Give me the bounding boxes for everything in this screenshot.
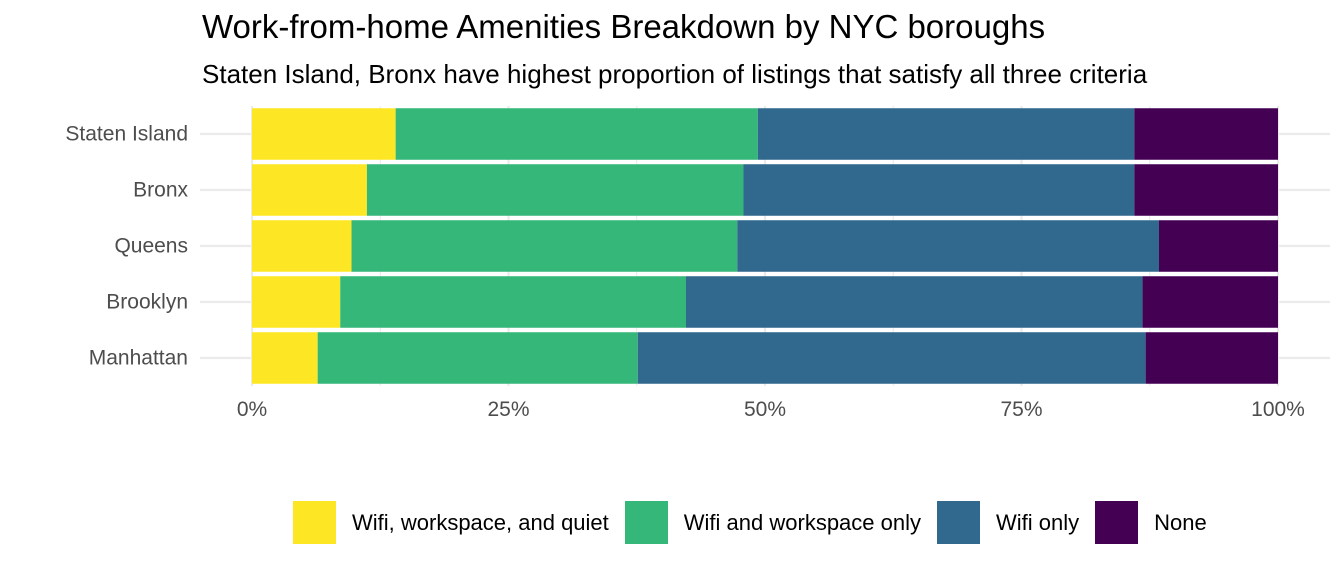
legend-item-none: None xyxy=(1095,501,1207,544)
x-tick-label: 25% xyxy=(487,398,529,421)
bar-segment xyxy=(637,332,1146,384)
legend-item-wifi-only: Wifi only xyxy=(937,501,1079,544)
y-tick-label: Queens xyxy=(114,235,188,258)
bar-segment xyxy=(737,220,1159,272)
bar-segment xyxy=(317,332,638,384)
bar-segment xyxy=(1158,220,1278,272)
y-tick-label: Manhattan xyxy=(89,347,188,370)
legend-label: Wifi and workspace only xyxy=(683,509,921,535)
legend-label: Wifi only xyxy=(996,509,1080,535)
x-tick-label: 75% xyxy=(1000,398,1042,421)
x-tick-label: 0% xyxy=(237,398,267,421)
legend-swatch xyxy=(1095,501,1139,544)
stacked-bar-chart: Staten Island Bronx Queens Brooklyn Manhatta… xyxy=(65,106,1330,421)
chart-subtitle: Staten Island, Bronx have highest propor… xyxy=(202,59,1148,89)
y-tick-label: Bronx xyxy=(133,179,188,202)
legend-item-wifi-workspace-quiet: Wifi, workspace, and quiet xyxy=(293,501,609,544)
bar-segment xyxy=(351,220,738,272)
bar-segment xyxy=(1145,332,1278,384)
bar-segment xyxy=(252,220,352,272)
bar-segment xyxy=(743,164,1135,216)
legend-label: Wifi, workspace, and quiet xyxy=(352,509,609,535)
bar-segment xyxy=(395,108,758,160)
bar-segment xyxy=(1134,164,1278,216)
bar-segment xyxy=(340,276,686,328)
y-tick-label: Staten Island xyxy=(65,123,188,146)
bar-segment xyxy=(1134,108,1278,160)
legend-swatch xyxy=(293,501,336,544)
x-tick-label: 50% xyxy=(744,398,786,421)
bar-segment xyxy=(252,164,367,216)
legend: Wifi, workspace, and quiet Wifi and work… xyxy=(293,501,1223,544)
x-tick-label: 100% xyxy=(1251,398,1305,421)
bar-segment xyxy=(252,332,318,384)
legend-label: None xyxy=(1154,509,1207,535)
bar-segment xyxy=(252,108,396,160)
bar-segment xyxy=(1142,276,1278,328)
bar-segment xyxy=(252,276,341,328)
bar-segment xyxy=(757,108,1135,160)
legend-swatch xyxy=(624,501,668,544)
legend-swatch xyxy=(937,501,980,544)
bar-segment xyxy=(685,276,1143,328)
y-tick-label: Brooklyn xyxy=(106,291,188,314)
chart-title: Work-from-home Amenities Breakdown by NY… xyxy=(202,8,1046,45)
bar-segment xyxy=(366,164,744,216)
legend-item-wifi-workspace: Wifi and workspace only xyxy=(624,501,921,544)
